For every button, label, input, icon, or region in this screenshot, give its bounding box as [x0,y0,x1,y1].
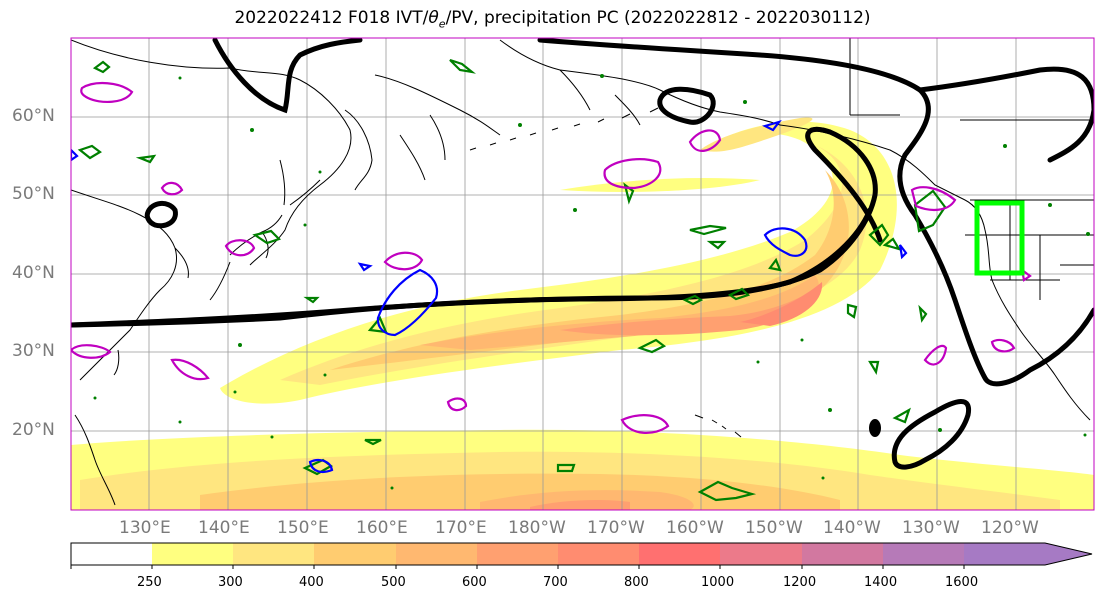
colorbar-tick-label: 1200 [783,575,817,590]
cb-segment [71,543,152,565]
pv-contours-blue [71,120,908,473]
lon-label: 170°E [435,518,487,538]
lat-label: 50°N [12,184,55,204]
lon-label: 140°W [823,518,881,538]
cb-segment [639,543,720,565]
lat-label: 60°N [12,106,55,126]
colorbar-tick-label: 1000 [701,575,735,590]
lon-label: 130°E [119,518,171,538]
colorbar-tick-label: 500 [381,575,406,590]
lat-label: 30°N [12,341,55,361]
colorbar-tick-label: 1600 [945,575,979,590]
map-title: 2022022412 F018 IVT/θe/PV, precipitation… [234,8,871,31]
lat-label: 20°N [12,420,55,440]
lon-label: 150°E [277,518,329,538]
cb-segment [802,543,883,565]
colorbar-tick-label: 800 [624,575,649,590]
cb-segment [152,543,233,565]
cb-ticks [70,565,965,569]
colorbar-tick-label: 600 [462,575,487,590]
colorbar-tick-label: 700 [543,575,568,590]
lon-label: 130°W [902,518,960,538]
lon-label: 160°W [666,518,724,538]
cb-segment [477,543,558,565]
cb-segment [883,543,964,565]
ivt-shading [71,117,1094,510]
pv-contours-magenta [71,82,1032,434]
lon-label: 180°W [508,518,566,538]
colorbar-tick-label: 300 [218,575,243,590]
lon-label: 150°W [745,518,803,538]
cb-segment [314,543,396,565]
coastlines [71,38,1094,506]
theta-e-contours [77,58,947,502]
cb-segment-extend [964,543,1092,565]
colorbar-tick-label: 1400 [864,575,898,590]
graticule [71,38,1094,510]
precip-box [974,200,1025,276]
theta-e-dots [93,74,1090,490]
map-frame [70,37,1095,511]
colorbar-tick-label: 250 [137,575,162,590]
cb-outline [70,542,1093,566]
lon-label: 140°E [198,518,250,538]
ivt-blob [869,419,881,437]
cb-segment [233,543,314,565]
lat-label: 40°N [12,263,55,283]
lon-label: 170°W [587,518,645,538]
colorbar-tick-label: 400 [299,575,324,590]
lon-label: 160°E [356,518,408,538]
cb-segment [720,543,802,565]
colorbar [70,542,1093,569]
lon-label: 120°W [981,518,1039,538]
ivt-contour [71,38,1094,470]
cb-segment [558,543,639,565]
cb-segment [396,543,477,565]
